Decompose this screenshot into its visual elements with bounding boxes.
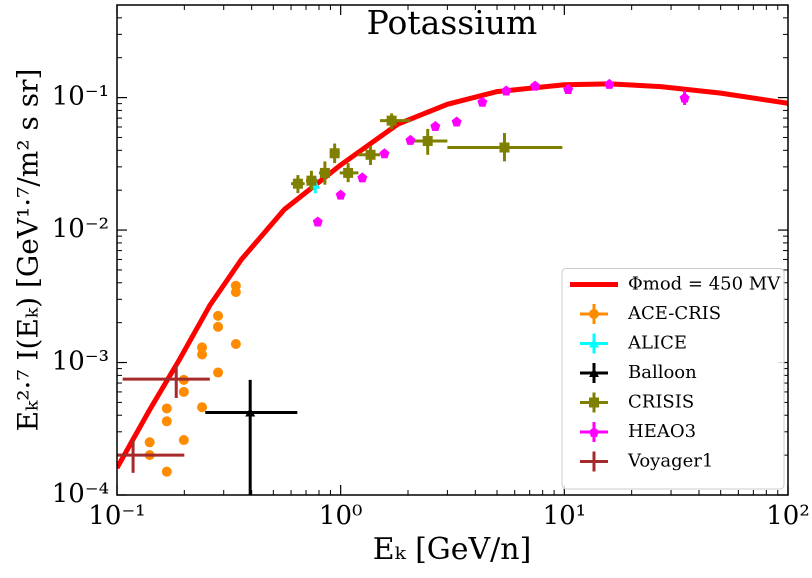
y-tick-label: 10⁻³ — [52, 347, 109, 377]
point — [245, 407, 256, 417]
point — [501, 85, 512, 96]
y-axis-label: Eₖ²·⁷ I(Eₖ) [GeV¹·⁷/m² s sr] — [12, 69, 45, 432]
legend-marker — [589, 427, 599, 437]
point — [357, 172, 368, 183]
plot-area — [117, 78, 788, 495]
x-tick-label: 10² — [766, 501, 810, 531]
x-tick-label: 10⁻¹ — [88, 501, 145, 531]
legend-box — [561, 268, 785, 490]
point — [312, 216, 323, 227]
legend-label: HEAO3 — [628, 421, 696, 442]
legend-label: ALICE — [627, 333, 687, 354]
point — [292, 178, 303, 189]
point — [213, 321, 224, 332]
y-tick-label: 10⁻² — [52, 214, 109, 244]
point — [161, 403, 172, 414]
point — [230, 339, 241, 350]
point — [213, 367, 224, 378]
point — [335, 189, 346, 200]
legend-marker — [589, 309, 599, 319]
model-line — [117, 81, 788, 470]
point — [197, 402, 208, 413]
chart-title: Potassium — [367, 3, 538, 42]
point — [329, 148, 340, 159]
legend-label: ACE-CRIS — [627, 303, 721, 324]
point — [451, 116, 462, 127]
x-axis-label: Eₖ [GeV/n] — [373, 532, 532, 567]
y-tick-label: 10⁻⁴ — [52, 479, 109, 509]
legend-label: Voyager1 — [627, 451, 713, 472]
point — [197, 349, 208, 360]
point — [530, 80, 541, 91]
point — [230, 280, 241, 291]
legend-marker — [589, 368, 599, 377]
y-tick-label: 10⁻¹ — [52, 82, 109, 112]
point — [161, 416, 172, 427]
point — [365, 149, 376, 160]
point — [319, 167, 330, 178]
point — [343, 167, 354, 178]
legend-label: Balloon — [628, 362, 697, 383]
x-tick-label: 10¹ — [543, 501, 587, 531]
point — [213, 310, 224, 321]
point — [563, 84, 574, 95]
point — [386, 115, 397, 126]
point — [604, 78, 615, 89]
legend-label: Φmod = 450 MV — [628, 274, 781, 295]
point — [306, 175, 317, 186]
point — [477, 96, 488, 107]
point — [499, 142, 510, 153]
legend-marker — [589, 338, 599, 348]
legend-marker — [589, 397, 599, 408]
plot-frame — [116, 4, 789, 496]
point — [178, 435, 189, 446]
point — [379, 148, 390, 159]
point — [178, 386, 189, 397]
point — [679, 92, 690, 103]
point — [405, 134, 416, 145]
x-tick-label: 10⁰ — [319, 501, 363, 531]
point — [197, 342, 208, 353]
point — [161, 466, 172, 477]
legend-label: CRISIS — [628, 392, 694, 413]
point — [422, 136, 433, 147]
point — [430, 121, 441, 132]
point — [144, 437, 155, 448]
